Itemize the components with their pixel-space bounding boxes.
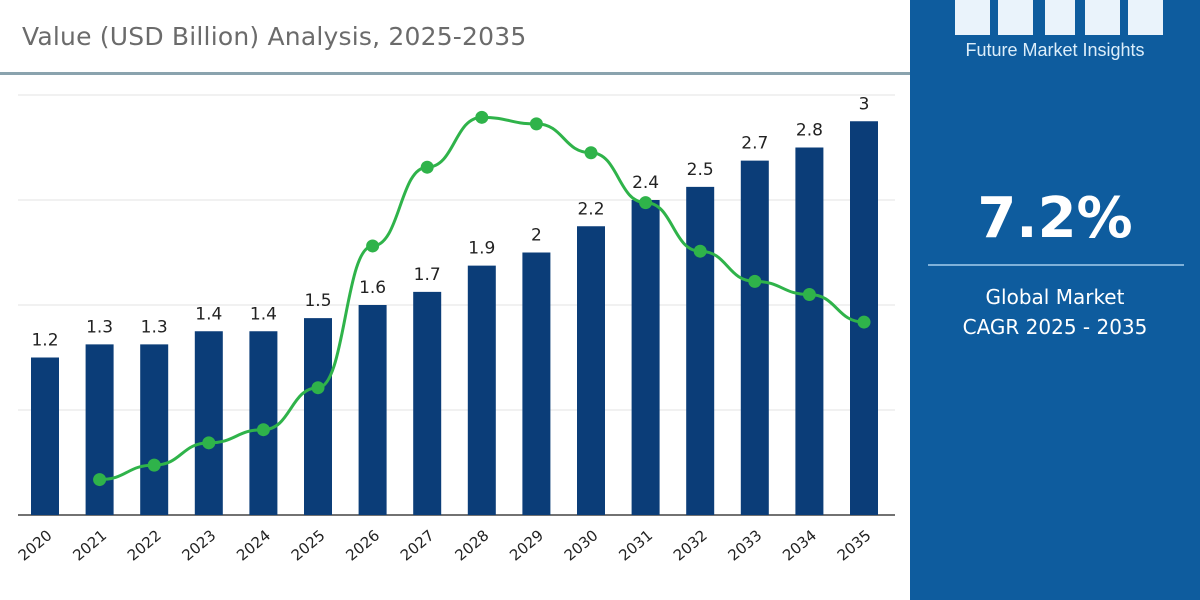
bar (194, 331, 223, 515)
x-tick-label: 2029 (506, 526, 547, 564)
x-tick-label: 2030 (561, 526, 602, 564)
line-point (802, 288, 816, 301)
x-tick-label: 2027 (397, 526, 438, 564)
series-line (99, 115, 865, 482)
data-label: 2 (531, 226, 542, 246)
cagr-value: 7.2% (977, 186, 1133, 251)
bar (686, 186, 715, 515)
cagr-label-line1: Global Market (985, 285, 1125, 309)
bar (631, 200, 660, 515)
bar (522, 252, 551, 515)
x-tick-label: 2032 (670, 526, 711, 564)
data-label: 1.4 (195, 304, 222, 324)
line-point (529, 117, 543, 131)
bar (304, 318, 332, 515)
data-label: 2.5 (687, 160, 714, 180)
x-tick-label: 2020 (15, 526, 56, 564)
x-tick-label: 2028 (452, 526, 493, 564)
data-label: 2.4 (632, 173, 659, 193)
data-label: 1.7 (414, 265, 441, 285)
x-tick-label: 2026 (342, 526, 383, 564)
data-label: 1.9 (468, 239, 495, 259)
chart-subtitle: Value (USD Billion) Analysis, 2025-2035 (22, 22, 527, 51)
data-label: 1.5 (304, 291, 331, 311)
cagr-panel: Future Market Insights 7.2% Global Marke… (910, 0, 1200, 600)
bar (467, 265, 496, 515)
bar (413, 291, 442, 515)
line-point (147, 458, 161, 472)
data-label: 1.3 (86, 317, 113, 337)
data-label: 1.3 (141, 317, 168, 337)
x-tick-label: 2022 (124, 526, 165, 564)
line-point (93, 473, 107, 487)
data-label: 2.8 (796, 121, 823, 141)
line-point (857, 315, 871, 329)
line-point (693, 244, 707, 258)
bar (85, 344, 114, 515)
x-tick-label: 2034 (779, 526, 820, 564)
bar (740, 160, 769, 515)
brand-name: Future Market Insights (965, 40, 1145, 60)
cagr-label: Global Market CAGR 2025 - 2035 (910, 282, 1200, 342)
data-label: 1.2 (31, 331, 58, 351)
bar (358, 305, 387, 515)
x-tick-label: 2031 (615, 526, 656, 564)
bar (249, 331, 278, 515)
line-point (256, 423, 270, 437)
header-divider (0, 72, 910, 75)
line-point (584, 146, 598, 160)
data-label: 3 (859, 94, 870, 114)
bar (795, 147, 824, 515)
x-tick-label: 2021 (69, 526, 110, 564)
line-point (748, 274, 762, 288)
fmi-logo-icon (955, 0, 1163, 35)
bar (140, 344, 169, 515)
line-point (202, 436, 216, 450)
x-tick-label: 2024 (233, 526, 274, 564)
line-point (420, 160, 434, 174)
x-tick-label: 2025 (288, 526, 329, 564)
data-label: 1.6 (359, 278, 386, 298)
bar-line-chart: 1.2 2020 1.3 2021 1.3 2022 1.4 2023 1.4 2024 1.5 20… (15, 94, 895, 565)
x-tick-label: 2023 (179, 526, 220, 564)
x-tick-label: 2035 (834, 526, 875, 564)
x-tick-label: 2033 (725, 526, 766, 564)
line-point (639, 196, 653, 210)
line-point (311, 381, 325, 395)
data-label: 2.2 (577, 199, 604, 219)
line-point (366, 239, 380, 253)
data-label: 2.7 (741, 134, 768, 154)
line-point (475, 110, 489, 124)
bar (31, 357, 59, 515)
cagr-label-line2: CAGR 2025 - 2035 (962, 315, 1148, 339)
bar (577, 226, 605, 515)
data-label: 1.4 (250, 304, 277, 324)
panel-divider (928, 264, 1184, 266)
